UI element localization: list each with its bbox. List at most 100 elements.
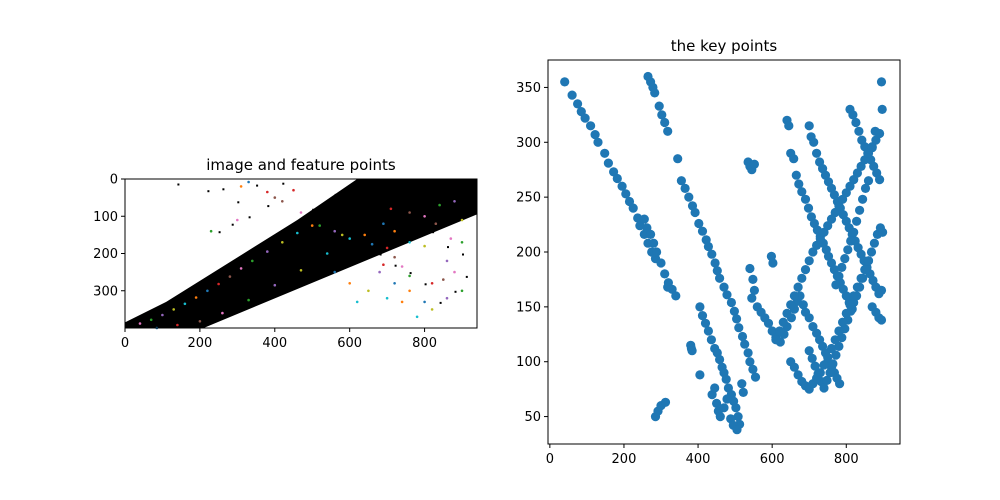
scatter-point: [797, 273, 807, 283]
scatter-point: [740, 339, 750, 349]
image-speck: [304, 242, 307, 245]
image-speck: [447, 246, 449, 249]
scatter-point: [863, 176, 874, 186]
feature-point: [318, 224, 322, 227]
y-tick-label: 350: [516, 81, 541, 96]
scatter-point: [876, 285, 887, 295]
feature-point: [183, 302, 187, 306]
feature-point: [348, 282, 352, 285]
scatter-point: [654, 101, 664, 111]
feature-point: [236, 218, 239, 222]
scatter-point: [803, 203, 814, 213]
feature-point: [325, 252, 329, 255]
scatter-point: [793, 282, 803, 292]
image-panel-title: image and feature points: [206, 156, 396, 174]
feature-point: [460, 289, 464, 293]
feature-point: [438, 203, 441, 207]
image-speck: [334, 193, 337, 196]
feature-point: [449, 237, 453, 240]
scatter-point: [860, 265, 870, 275]
feature-points: [138, 180, 464, 330]
feature-point: [149, 318, 153, 322]
feature-point: [370, 242, 374, 246]
scatter-point: [798, 300, 808, 310]
x-tick-label: 600: [760, 452, 785, 467]
scatter-point: [810, 361, 820, 371]
scatter-point: [715, 412, 725, 422]
feature-point: [266, 190, 269, 194]
y-tick-label: 0: [110, 173, 118, 188]
feature-point: [378, 270, 381, 274]
scatter-point: [837, 262, 847, 272]
y-tick-label: 300: [516, 136, 541, 151]
scatter-point: [612, 173, 622, 184]
scatter-point: [573, 99, 583, 109]
scatter-point: [782, 308, 792, 318]
scatter-point: [649, 238, 659, 248]
scatter-point: [690, 207, 700, 218]
scatter-point: [652, 247, 662, 257]
image-speck: [289, 249, 292, 252]
image-speck: [417, 214, 420, 217]
feature-point: [348, 237, 352, 240]
scatter-point: [617, 181, 627, 191]
scatter-point: [700, 318, 711, 328]
scatter-point: [784, 121, 794, 131]
scatter-point: [834, 271, 844, 281]
feature-point: [221, 311, 224, 315]
scatter-point: [877, 104, 887, 114]
scatter-point: [809, 137, 819, 147]
scatter-point: [703, 326, 714, 336]
feature-point: [292, 188, 295, 192]
image-speck: [349, 231, 352, 234]
scatter-point: [866, 247, 877, 257]
scatter-point: [639, 214, 649, 224]
scatter-point: [663, 126, 673, 136]
scatter-point: [843, 245, 853, 255]
scatter-point: [738, 387, 748, 397]
scatter-point: [732, 314, 742, 324]
scatter-point: [695, 370, 705, 380]
scatter-point: [750, 372, 761, 382]
image-speck: [218, 231, 221, 234]
scatter-point: [567, 90, 577, 100]
y-tick-label: 100: [93, 210, 118, 225]
scatter-point: [858, 194, 868, 204]
scatter-x-ticks: 0 200 400 600 800: [546, 444, 859, 467]
scatter-point: [800, 194, 811, 204]
scatter-point: [778, 317, 788, 327]
scatter-point: [835, 379, 845, 389]
feature-point: [382, 263, 385, 267]
scatter-point: [876, 315, 887, 325]
scatter-point: [697, 311, 708, 321]
scatter-point: [775, 326, 785, 336]
scatter-y-ticks: 50 100 150 200 250 300 350: [516, 81, 548, 425]
scatter-point: [789, 291, 800, 301]
scatter-point: [694, 218, 704, 229]
feature-point: [194, 296, 198, 299]
image-speck: [319, 234, 322, 237]
scatter-point: [804, 121, 814, 131]
scatter-point: [875, 128, 885, 139]
scatter-point: [680, 183, 690, 193]
black-band-region: [125, 179, 477, 328]
scatter-point: [586, 121, 596, 131]
scatter-point: [745, 263, 755, 274]
scatter-point: [710, 258, 720, 268]
scatter-point: [707, 249, 717, 259]
scatter-point: [593, 137, 603, 147]
scatter-point: [703, 241, 714, 252]
scatter-point: [812, 148, 822, 158]
scatter-point: [663, 282, 673, 292]
feature-point: [415, 315, 419, 319]
feature-point: [430, 282, 434, 285]
y-tick-label: 150: [516, 300, 541, 315]
scatter-point: [749, 159, 760, 169]
scatter-point: [660, 269, 670, 279]
scatter-point: [590, 130, 600, 140]
scatter-point: [860, 183, 871, 193]
scatter-point: [687, 346, 697, 356]
feature-point: [333, 229, 337, 233]
image-speck: [231, 223, 234, 226]
scatter-point: [848, 110, 858, 120]
